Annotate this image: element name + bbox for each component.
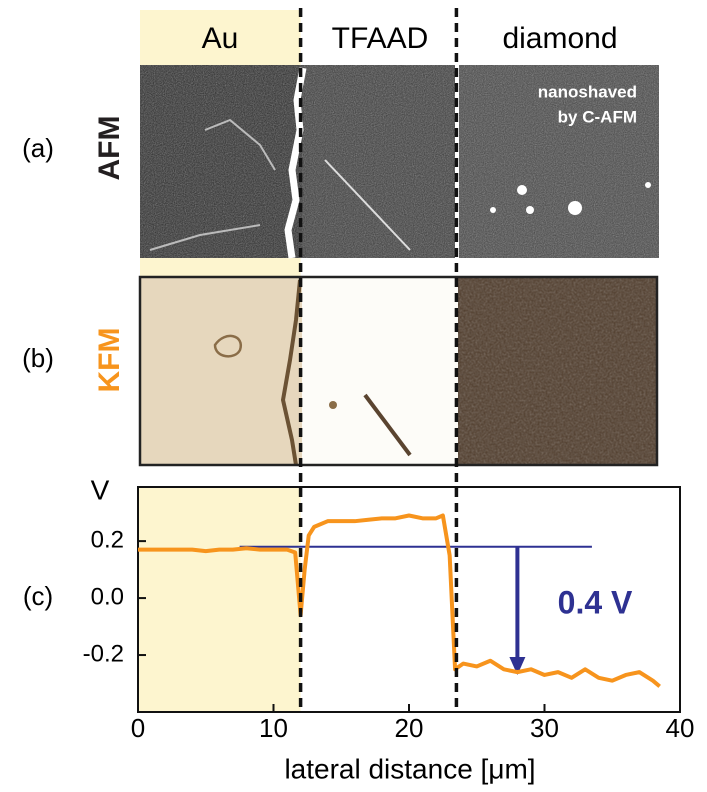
afm-image: nanoshaved by C-AFM bbox=[140, 65, 659, 259]
kfm-image bbox=[138, 275, 659, 467]
x-tick-label: 0 bbox=[131, 713, 145, 743]
x-tick-label: 30 bbox=[530, 713, 559, 743]
panel-label: (a) bbox=[22, 133, 54, 163]
y-tick-label: -0.2 bbox=[83, 640, 124, 667]
annotation: by C-AFM bbox=[558, 107, 637, 126]
arrow-head bbox=[509, 656, 526, 675]
panel-title: AFM bbox=[93, 116, 126, 181]
au-shade bbox=[139, 488, 301, 711]
plot: 0 10 20 30 40 0.2 0.0 -0.2 0.4 V bbox=[83, 488, 695, 743]
panel-label: (b) bbox=[22, 343, 54, 373]
value-annotation: 0.4 V bbox=[558, 584, 633, 620]
y-tick-label: 0.2 bbox=[91, 526, 124, 553]
au-shade bbox=[140, 258, 301, 277]
region-label: Au bbox=[202, 22, 239, 55]
x-axis-label: lateral distance [μm] bbox=[284, 753, 535, 784]
y-tick-label: 0.0 bbox=[91, 583, 124, 610]
au-shade bbox=[140, 10, 301, 65]
panel-title: KFM bbox=[93, 328, 126, 393]
region-label: diamond bbox=[502, 22, 617, 55]
annotation: nanoshaved bbox=[538, 82, 637, 101]
y-axis-label: V bbox=[91, 474, 110, 505]
panel-label: (c) bbox=[23, 581, 53, 611]
x-tick-label: 10 bbox=[259, 713, 288, 743]
shade-layer bbox=[140, 10, 301, 277]
x-tick-label: 40 bbox=[666, 713, 695, 743]
data-line bbox=[138, 513, 661, 688]
region-label: TFAAD bbox=[332, 22, 429, 55]
x-tick-label: 20 bbox=[395, 713, 424, 743]
